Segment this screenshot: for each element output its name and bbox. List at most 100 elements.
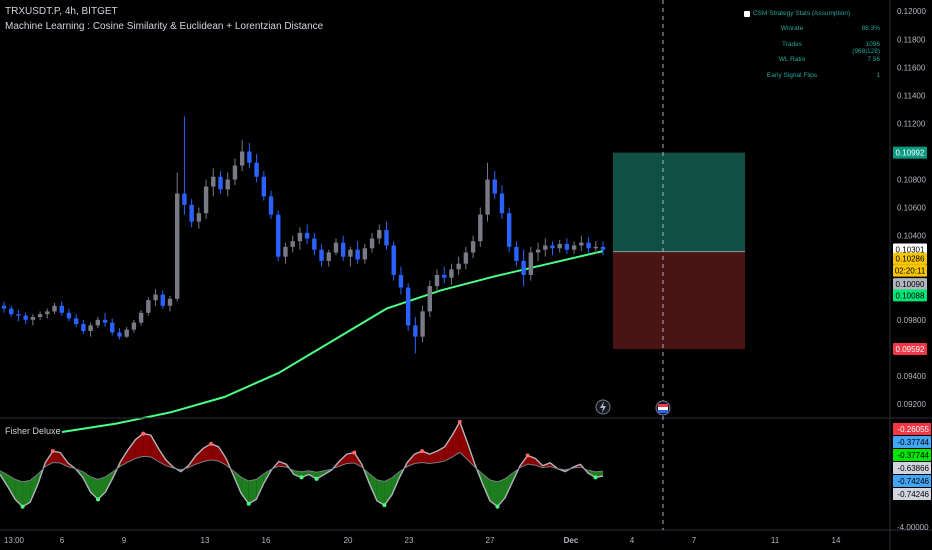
fisher-fill (444, 435, 453, 461)
stats-value: 7.56 (867, 56, 880, 63)
fisher-fill (22, 480, 31, 507)
price-tick-label: 0.11400 (897, 91, 926, 100)
candle-body (225, 179, 230, 190)
candle-body (283, 246, 288, 257)
candle-body (442, 274, 447, 278)
price-tag-bg (893, 278, 927, 291)
fisher-fill (128, 439, 136, 463)
candle-body (37, 314, 43, 318)
fisher-fill (143, 433, 151, 457)
price-tick-label: 0.11600 (897, 63, 926, 72)
fisher-tag-text: -0.74246 (897, 477, 929, 486)
price-tag-countdown: 02:20:11 (893, 264, 927, 277)
indicator-title[interactable]: Machine Learning : Cosine Similarity & E… (5, 21, 324, 32)
checkbox-icon (744, 10, 750, 17)
candle-body (211, 176, 216, 187)
lightning-icon-glyph[interactable] (600, 401, 606, 413)
price-tag-sl: 0.09592 (893, 342, 927, 355)
candle-body (600, 246, 606, 250)
price-tick-label: 0.11200 (897, 119, 926, 128)
price-tag-text: 0.10992 (896, 149, 925, 158)
fisher-tag-bg (893, 423, 931, 435)
candle-body (73, 318, 79, 325)
stats-label: WL Ratio (778, 56, 806, 63)
stats-label: Trades (782, 40, 802, 48)
flag-icon-stripe[interactable] (658, 404, 668, 407)
candle-body (470, 241, 476, 253)
price-tag-text: 0.10286 (896, 255, 925, 264)
price-tick-label: 0.10800 (897, 176, 926, 185)
candle-body (276, 214, 281, 257)
fisher-peak-marker (141, 431, 146, 436)
candle-body (254, 162, 259, 177)
candle-body (52, 305, 57, 312)
candle-body (348, 249, 353, 257)
candle-body (146, 300, 151, 313)
candle-body (16, 314, 21, 316)
fisher-fill (414, 451, 423, 464)
candle-body (528, 252, 534, 275)
candle-body (463, 252, 469, 264)
candle-body (239, 151, 245, 166)
candle-body (521, 260, 526, 275)
fisher-peak-marker (457, 419, 462, 424)
candle-body (427, 286, 432, 312)
fisher-pane-title[interactable]: Fisher Deluxe (5, 426, 61, 436)
fisher-fill (376, 479, 385, 506)
fisher-fill (211, 443, 219, 461)
price-tick-label: 0.10600 (897, 204, 926, 213)
price-tick-label: 0.11800 (897, 35, 926, 44)
candle-body (362, 248, 368, 260)
ma-path (61, 250, 604, 433)
lightning-icon[interactable] (595, 399, 611, 415)
fisher-fill (218, 446, 227, 466)
chart-overlay (595, 0, 671, 530)
take-profit-zone (613, 152, 745, 252)
stats-label: Early Signal Flips (766, 71, 818, 79)
candle-body (593, 246, 598, 249)
fisher-signal-line (0, 451, 604, 483)
fisher-tag: -0.26055 (893, 423, 931, 435)
stats-table: CSM Strategy Stats (Assumption) Winrate 8… (744, 10, 884, 87)
price-tick-label: 0.12000 (897, 7, 926, 16)
fisher-fill (482, 473, 490, 501)
time-tick-label: 6 (60, 536, 65, 545)
flag-icon[interactable] (655, 400, 671, 416)
fisher-fill (195, 448, 204, 465)
fisher-fill (293, 470, 302, 478)
candle-body (88, 325, 93, 332)
moving-average-line (61, 250, 604, 433)
price-tag-bg (893, 289, 927, 302)
symbol-title[interactable]: TRXUSDT.P, 4h, BITGET (5, 6, 118, 17)
fisher-fill (489, 479, 498, 507)
price-tag-text: 0.09592 (896, 345, 925, 354)
time-tick-label: 4 (630, 536, 635, 545)
flag-icon-stripe[interactable] (658, 410, 668, 413)
fisher-axis-label: -4.00000 (897, 523, 929, 532)
fisher-trough-marker (382, 503, 387, 508)
stats-value: 88.3% (861, 25, 880, 32)
candle-body (175, 193, 180, 299)
fisher-fill (309, 470, 317, 479)
fisher-peak-marker (209, 441, 214, 446)
price-tag-entry: 0.10286 (893, 252, 927, 265)
flag-icon-stripe[interactable] (658, 407, 668, 410)
fisher-tag-text: -0.26055 (897, 425, 929, 434)
stats-value: 1096 (968|128) (852, 40, 880, 55)
fisher-tag: -0.63866 (893, 462, 931, 474)
time-tick-label: 11 (771, 536, 780, 545)
fisher-fill (241, 477, 249, 504)
fisher-peak-marker (50, 449, 55, 454)
fisher-trough-marker (246, 501, 251, 506)
candle-body (247, 151, 252, 163)
candle-body (384, 230, 389, 246)
price-tick-label: 0.09800 (897, 316, 926, 325)
fisher-tag-text: -0.37744 (897, 438, 929, 447)
fisher-line (0, 420, 604, 508)
fisher-tag-text: -0.74246 (897, 490, 929, 499)
time-tick-label: 14 (832, 536, 841, 545)
fisher-tag-text: -0.63866 (897, 464, 929, 473)
fisher-tag-text: -0.37744 (897, 451, 929, 460)
stats-title: CSM Strategy Stats (Assumption) (744, 10, 884, 17)
